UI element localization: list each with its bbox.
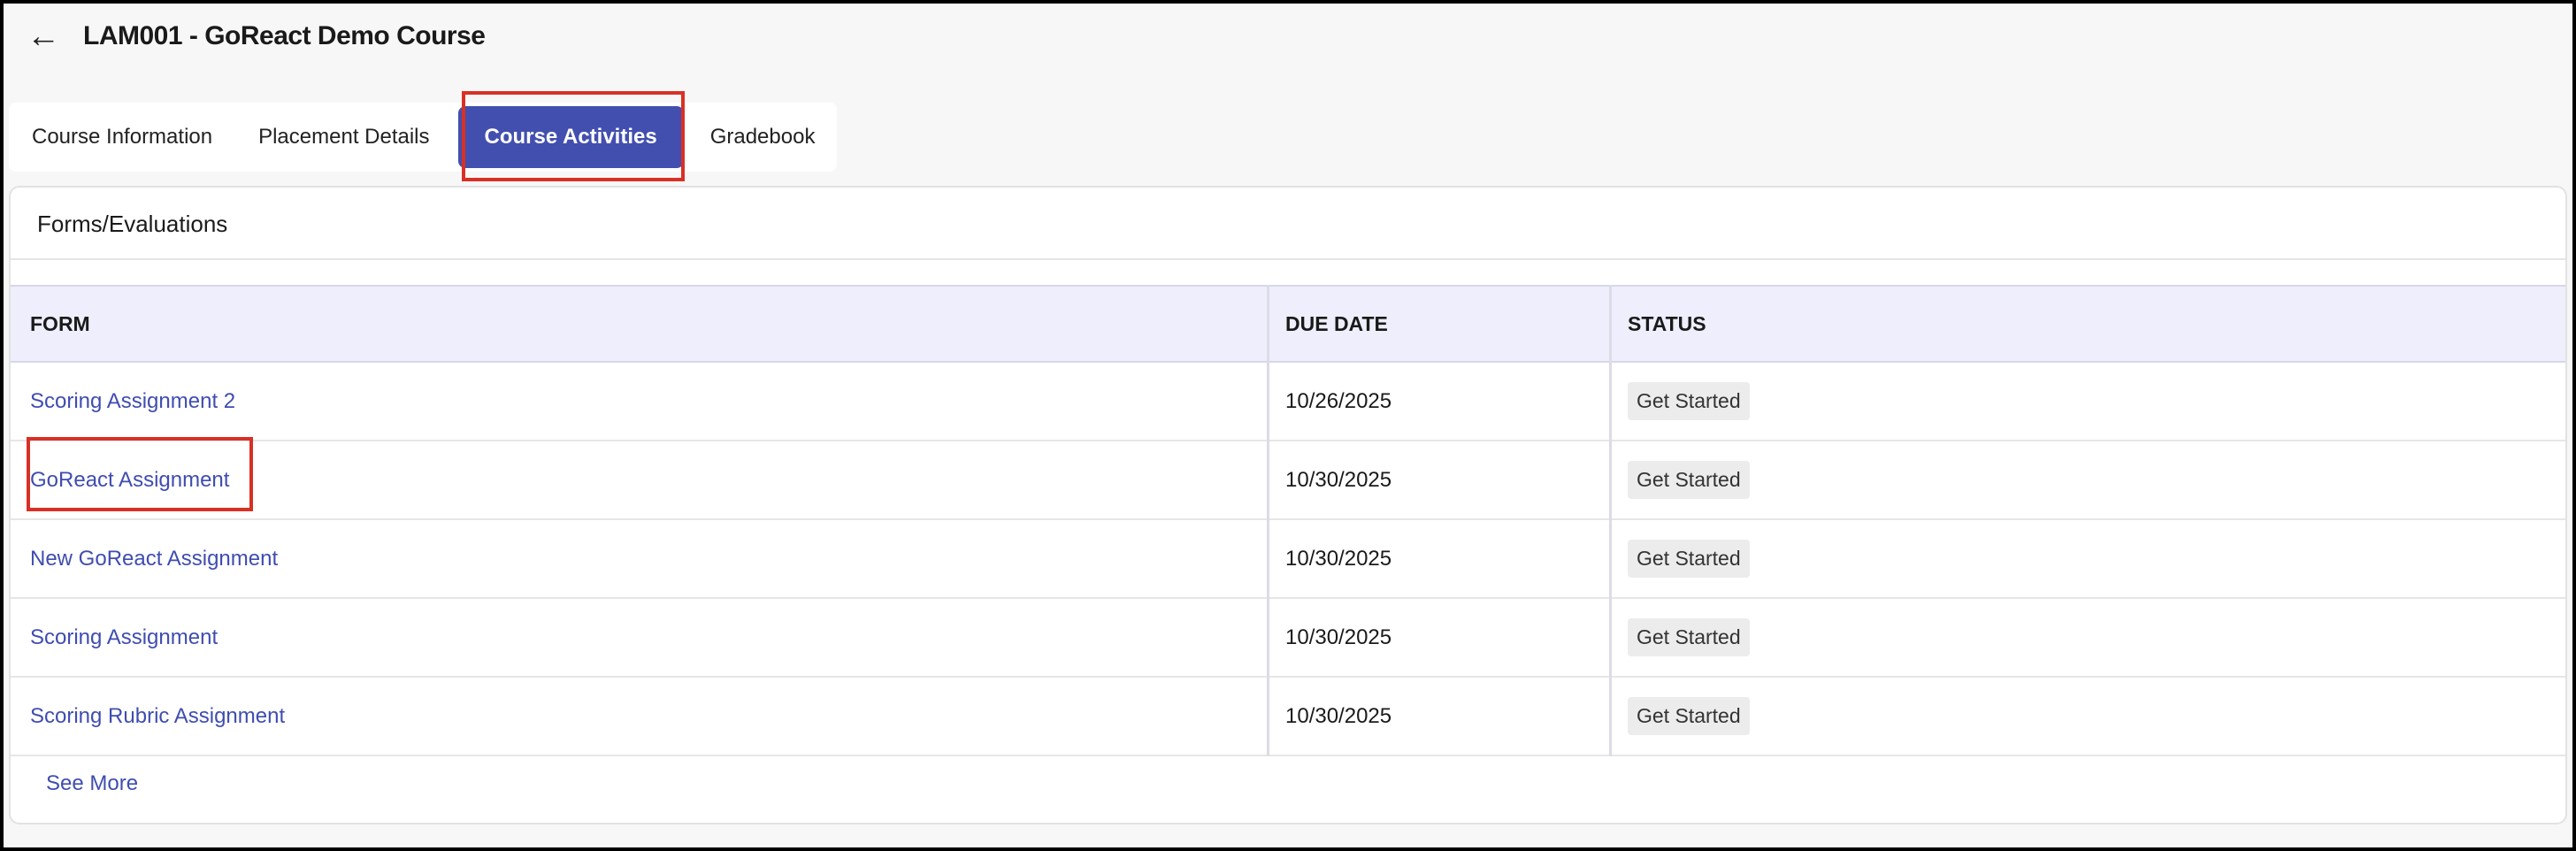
column-header-form: FORM — [11, 285, 1269, 363]
form-cell: Scoring Rubric Assignment — [11, 677, 1269, 756]
status-badge[interactable]: Get Started — [1628, 618, 1750, 656]
status-cell: Get Started — [1609, 441, 2565, 520]
status-cell: Get Started — [1609, 362, 2565, 441]
app-frame: ← LAM001 - GoReact Demo Course Course In… — [4, 4, 2572, 847]
status-cell: Get Started — [1609, 598, 2565, 678]
status-badge[interactable]: Get Started — [1628, 697, 1750, 735]
status-badge[interactable]: Get Started — [1628, 540, 1750, 578]
table-row: Scoring Assignment 10/30/2025 Get Starte… — [11, 598, 2565, 678]
page-title: LAM001 - GoReact Demo Course — [83, 21, 486, 50]
tab-placement-details[interactable]: Placement Details — [258, 125, 430, 149]
form-link[interactable]: Scoring Assignment — [30, 625, 218, 649]
section-title: Forms/Evaluations — [37, 211, 228, 237]
column-header-status: STATUS — [1609, 285, 2565, 363]
tab-bar: Course Information Placement Details Cou… — [9, 103, 837, 172]
table-header-row: FORM DUE DATE STATUS — [11, 285, 2565, 363]
forms-evaluations-card: Forms/Evaluations FORM DUE DATE STATUS S… — [9, 186, 2567, 824]
form-link[interactable]: GoReact Assignment — [30, 467, 230, 492]
table-row: New GoReact Assignment 10/30/2025 Get St… — [11, 519, 2565, 599]
column-header-due-date: DUE DATE — [1267, 285, 1611, 363]
form-link[interactable]: Scoring Rubric Assignment — [30, 703, 286, 728]
due-date-cell: 10/30/2025 — [1267, 441, 1611, 520]
status-badge[interactable]: Get Started — [1628, 461, 1750, 499]
highlight-box-tab — [462, 91, 685, 181]
status-cell: Get Started — [1609, 677, 2565, 756]
due-date-cell: 10/30/2025 — [1267, 519, 1611, 599]
due-date-cell: 10/30/2025 — [1267, 677, 1611, 756]
tab-gradebook[interactable]: Gradebook — [709, 125, 816, 149]
tab-course-information[interactable]: Course Information — [32, 125, 213, 149]
form-cell: Scoring Assignment 2 — [11, 362, 1269, 441]
form-cell: New GoReact Assignment — [11, 519, 1269, 599]
highlight-box-row — [27, 437, 253, 511]
form-link[interactable]: Scoring Assignment 2 — [30, 388, 236, 413]
due-date-cell: 10/26/2025 — [1267, 362, 1611, 441]
page-header: ← LAM001 - GoReact Demo Course — [27, 18, 486, 55]
status-badge[interactable]: Get Started — [1628, 382, 1750, 420]
see-more-link[interactable]: See More — [46, 771, 139, 795]
form-cell: Scoring Assignment — [11, 598, 1269, 678]
arrow-left-icon[interactable]: ← — [27, 18, 60, 55]
table-row: Scoring Assignment 2 10/26/2025 Get Star… — [11, 362, 2565, 441]
forms-table: FORM DUE DATE STATUS Scoring Assignment … — [11, 285, 2565, 756]
table-row: GoReact Assignment 10/30/2025 Get Starte… — [11, 441, 2565, 520]
divider — [11, 258, 2565, 260]
table-row: Scoring Rubric Assignment 10/30/2025 Get… — [11, 677, 2565, 756]
form-link[interactable]: New GoReact Assignment — [30, 546, 279, 571]
status-cell: Get Started — [1609, 519, 2565, 599]
due-date-cell: 10/30/2025 — [1267, 598, 1611, 678]
tab-course-activities[interactable]: Course Activities — [457, 106, 684, 168]
form-cell: GoReact Assignment — [11, 441, 1269, 520]
